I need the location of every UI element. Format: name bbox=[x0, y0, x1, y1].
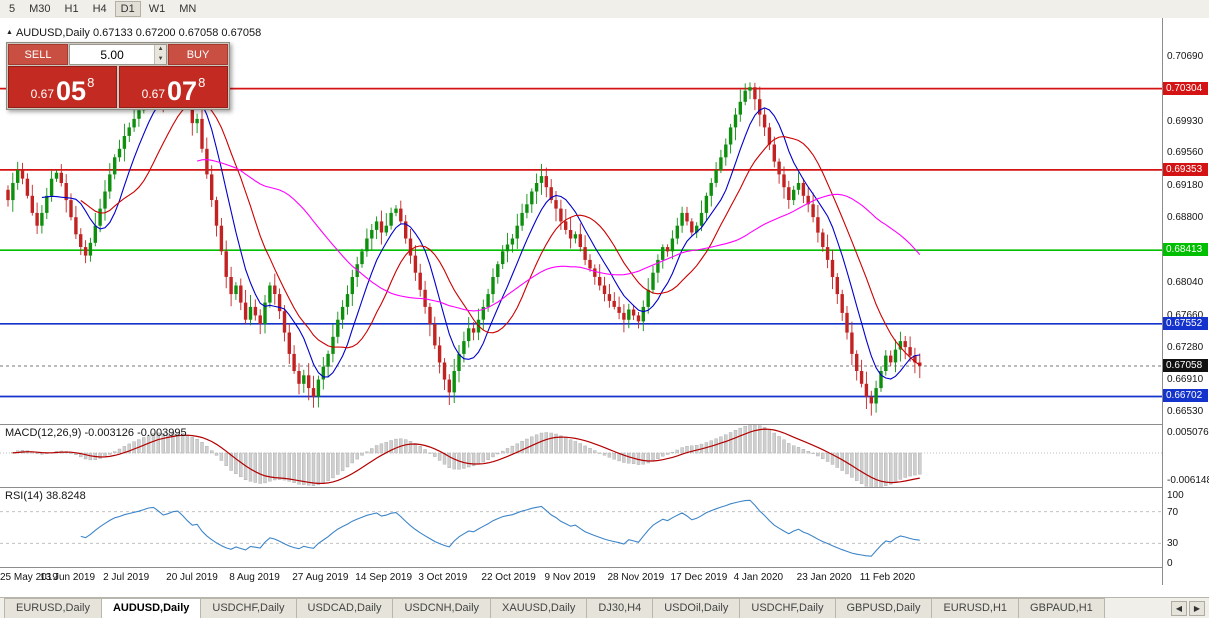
price-axis[interactable]: 0.70690 0.69930 0.69560 0.69180 0.68800 0.680… bbox=[1162, 18, 1209, 585]
price-axis-tick: 0.69930 bbox=[1167, 116, 1204, 127]
volume-increase-button[interactable]: ▲ bbox=[155, 45, 166, 55]
chart-tab-xauusd-daily[interactable]: XAUUSD,Daily bbox=[490, 598, 588, 618]
timeframe-button-5[interactable]: 5 bbox=[3, 1, 21, 17]
timeframe-button-H1[interactable]: H1 bbox=[59, 1, 85, 17]
date-axis-label: 4 Jan 2020 bbox=[733, 572, 784, 583]
tab-scroll-left-button[interactable]: ◀ bbox=[1171, 601, 1187, 616]
price-line-label[interactable]: 0.70304 bbox=[1163, 82, 1208, 95]
date-axis-label: 3 Oct 2019 bbox=[418, 572, 468, 583]
date-axis-label: 20 Jul 2019 bbox=[166, 572, 218, 583]
sell-price-prefix: 0.67 bbox=[30, 87, 55, 101]
price-axis-tick: 0.66530 bbox=[1167, 406, 1204, 417]
buy-price-pip-digit: 8 bbox=[198, 75, 206, 90]
price-axis-tick: 0.66910 bbox=[1167, 374, 1204, 385]
date-axis-label: 2 Jul 2019 bbox=[103, 572, 150, 583]
chart-title: ▲ AUDUSD,Daily 0.67133 0.67200 0.67058 0.… bbox=[6, 27, 261, 39]
timeframe-button-H4[interactable]: H4 bbox=[87, 1, 113, 17]
date-axis-label: 13 Jun 2019 bbox=[40, 572, 96, 583]
macd-axis-max: 0.005076 bbox=[1167, 427, 1209, 438]
timeframe-button-D1[interactable]: D1 bbox=[114, 1, 141, 17]
tab-scroll-right-button[interactable]: ▶ bbox=[1189, 601, 1205, 616]
date-axis-label: 23 Jan 2020 bbox=[796, 572, 852, 583]
chart-tab-audusd-daily[interactable]: AUDUSD,Daily bbox=[100, 598, 202, 618]
timeframe-button-M30[interactable]: M30 bbox=[23, 1, 56, 17]
price-line-label[interactable]: 0.66702 bbox=[1163, 389, 1208, 402]
rsi-pane: RSI(14) 38.8248 bbox=[0, 488, 1162, 568]
price-line-label[interactable]: 0.69353 bbox=[1163, 163, 1208, 176]
date-axis-label: 17 Dec 2019 bbox=[670, 572, 728, 583]
macd-label: MACD(12,26,9) -0.003126 -0.003995 bbox=[5, 427, 187, 439]
price-axis-tick: 0.69180 bbox=[1167, 180, 1204, 191]
macd-pane: MACD(12,26,9) -0.003126 -0.003995 bbox=[0, 425, 1162, 488]
rsi-indicator-chart[interactable] bbox=[0, 488, 1162, 567]
sell-price-big-digits: 05 bbox=[56, 76, 87, 106]
buy-price-big-digits: 07 bbox=[167, 76, 198, 106]
date-axis-label: 9 Nov 2019 bbox=[544, 572, 596, 583]
window-marker-icon: ▲ bbox=[6, 29, 13, 36]
chart-tab-bar: EURUSD,Daily AUDUSD,Daily USDCHF,Daily USDC… bbox=[0, 597, 1209, 618]
rsi-label: RSI(14) 38.8248 bbox=[5, 490, 86, 502]
macd-indicator-chart[interactable] bbox=[0, 425, 1162, 487]
chart-tab-usdcad-daily[interactable]: USDCAD,Daily bbox=[295, 598, 394, 618]
price-axis-tick: 0.67280 bbox=[1167, 342, 1204, 353]
rsi-axis-level: 0 bbox=[1167, 558, 1173, 569]
date-axis-label: 28 Nov 2019 bbox=[607, 572, 665, 583]
date-axis-label: 25 May 2019 bbox=[0, 572, 58, 583]
rsi-axis-level: 30 bbox=[1167, 538, 1179, 549]
date-axis-label: 27 Aug 2019 bbox=[292, 572, 349, 583]
chart-tab-eurusd-daily[interactable]: EURUSD,Daily bbox=[4, 598, 102, 618]
current-price-label: 0.67058 bbox=[1163, 359, 1208, 372]
price-axis-tick: 0.68800 bbox=[1167, 212, 1204, 223]
sell-price-pip-digit: 8 bbox=[87, 75, 95, 90]
price-axis-tick: 0.67660 bbox=[1167, 310, 1204, 321]
date-axis-label: 14 Sep 2019 bbox=[355, 572, 413, 583]
chart-tab-gbpusd-daily[interactable]: GBPUSD,Daily bbox=[834, 598, 933, 618]
date-axis-label: 22 Oct 2019 bbox=[481, 572, 536, 583]
tab-scroll-controls: ◀ ▶ bbox=[1167, 601, 1209, 618]
chart-tab-gbpaud-h1[interactable]: GBPAUD,H1 bbox=[1018, 598, 1105, 618]
price-axis-tick: 0.68040 bbox=[1167, 277, 1204, 288]
volume-stepper[interactable]: ▲ ▼ bbox=[69, 44, 167, 65]
date-axis-label: 8 Aug 2019 bbox=[229, 572, 280, 583]
chart-tabs: EURUSD,Daily AUDUSD,Daily USDCHF,Daily USDC… bbox=[0, 598, 1167, 618]
chart-tab-eurusd-h1[interactable]: EURUSD,H1 bbox=[931, 598, 1020, 618]
price-line-label[interactable]: 0.68413 bbox=[1163, 243, 1208, 256]
buy-button[interactable]: BUY bbox=[168, 44, 228, 65]
macd-axis-min: -0.006148 bbox=[1167, 475, 1209, 486]
chart-ohlc-values: 0.67133 0.67200 0.67058 0.67058 bbox=[92, 27, 262, 39]
price-axis-tick: 0.70690 bbox=[1167, 51, 1204, 62]
date-axis-label: 11 Feb 2020 bbox=[859, 572, 916, 583]
volume-input[interactable] bbox=[70, 45, 155, 64]
price-axis-tick: 0.69560 bbox=[1167, 147, 1204, 158]
buy-price-display[interactable]: 0.67 07 8 bbox=[119, 66, 228, 108]
volume-spin-buttons: ▲ ▼ bbox=[154, 45, 166, 64]
timeframe-button-MN[interactable]: MN bbox=[173, 1, 202, 17]
chart-tab-dj30-h4[interactable]: DJ30,H4 bbox=[586, 598, 654, 618]
price-line-label[interactable]: 0.67552 bbox=[1163, 317, 1208, 330]
sell-price-display[interactable]: 0.67 05 8 bbox=[8, 66, 117, 108]
chart-tab-usdchf-daily[interactable]: USDCHF,Daily bbox=[739, 598, 836, 618]
chart-tab-usdchf-daily[interactable]: USDCHF,Daily bbox=[200, 598, 297, 618]
volume-decrease-button[interactable]: ▼ bbox=[155, 54, 166, 64]
buy-price-prefix: 0.67 bbox=[141, 87, 166, 101]
timeframe-toolbar: 5 M30 H1 H4 D1 W1 MN bbox=[0, 0, 1209, 19]
date-axis: 25 May 2019 13 Jun 2019 2 Jul 2019 20 Jul 2… bbox=[0, 568, 1162, 585]
chart-window: ▲ AUDUSD,Daily 0.67133 0.67200 0.67058 0.… bbox=[0, 18, 1209, 585]
candlestick-chart[interactable] bbox=[0, 18, 1162, 424]
main-price-pane: ▲ AUDUSD,Daily 0.67133 0.67200 0.67058 0.… bbox=[0, 18, 1162, 425]
timeframe-button-W1[interactable]: W1 bbox=[143, 1, 172, 17]
sell-button[interactable]: SELL bbox=[8, 44, 68, 65]
chart-symbol-period: AUDUSD,Daily bbox=[15, 27, 90, 39]
chart-tab-usdoil-daily[interactable]: USDOil,Daily bbox=[652, 598, 741, 618]
chart-tab-usdcnh-daily[interactable]: USDCNH,Daily bbox=[392, 598, 492, 618]
rsi-axis-level: 100 bbox=[1167, 490, 1184, 501]
one-click-trading-panel: SELL ▲ ▼ BUY 0.67058 0.670 bbox=[6, 42, 230, 110]
rsi-axis-level: 70 bbox=[1167, 507, 1179, 518]
